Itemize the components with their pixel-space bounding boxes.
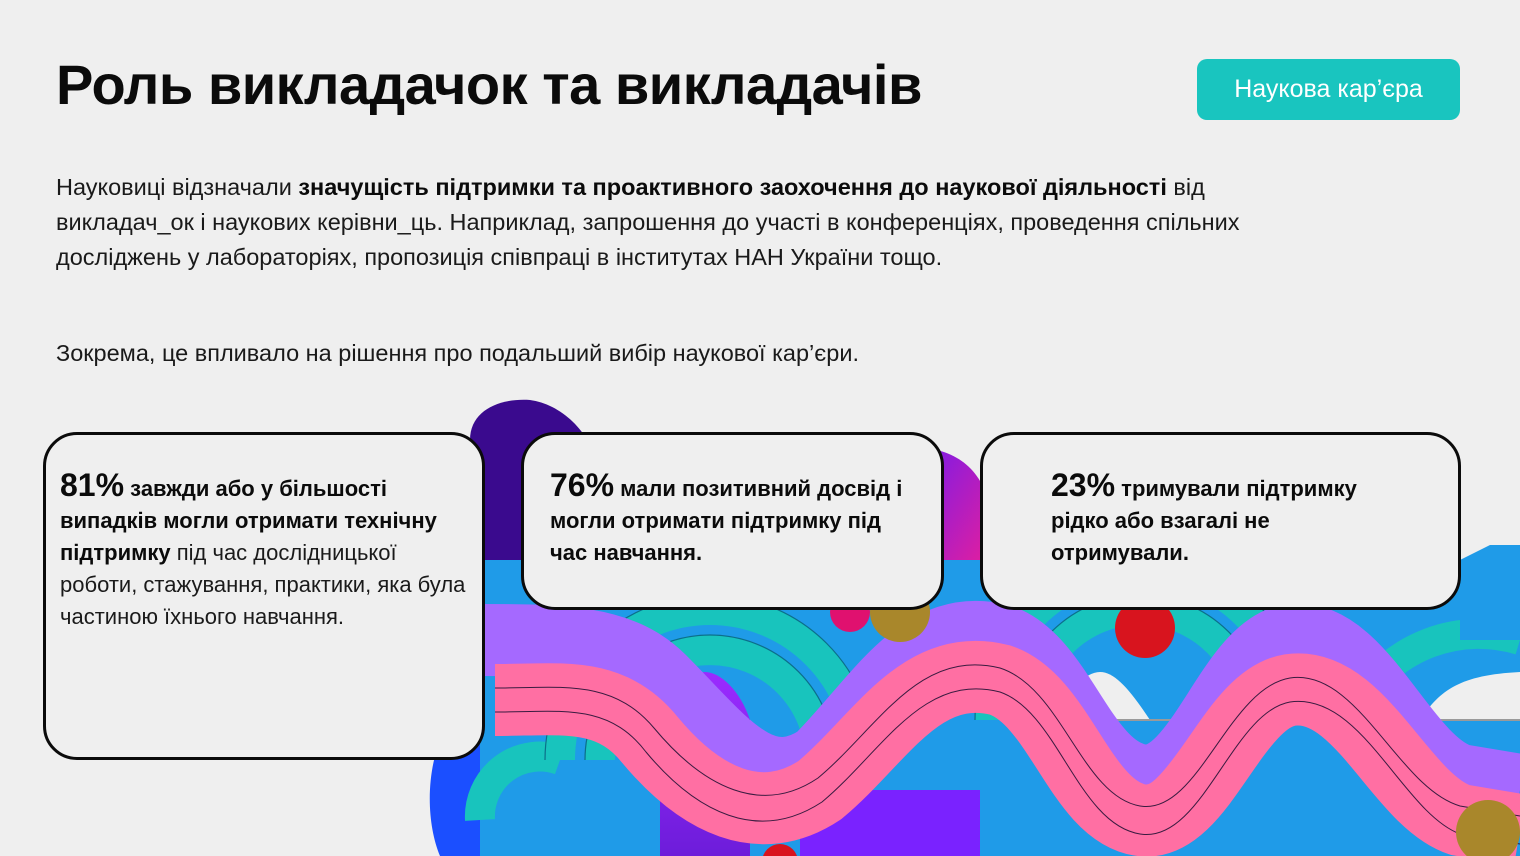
stat-card-76-text: 76% мали позитивний досвід і могли отрим… <box>550 469 917 569</box>
stat-percent: 81% <box>60 467 125 503</box>
stat-card-76: 76% мали позитивний досвід і могли отрим… <box>521 432 944 610</box>
stat-card-81-text: 81% завжди або у більшості випадків могл… <box>60 469 468 633</box>
intro-highlight: значущість підтримки та проактивного зао… <box>298 174 1167 200</box>
section-tag: Наукова кар’єра <box>1197 59 1460 120</box>
intro-conclusion: Зокрема, це впливало на рішення про пода… <box>56 340 859 366</box>
intro-start: Науковиці відзначали <box>56 174 299 200</box>
stat-highlight: тримували підтримку рідко або взагалі не… <box>1051 476 1357 565</box>
stat-card-81: 81% завжди або у більшості випадків могл… <box>43 432 485 760</box>
stat-highlight: завжди або у більшості випадків могли от… <box>60 476 437 565</box>
stat-highlight: мали позитивний досвід і могли отримати … <box>550 476 903 565</box>
stat-card-23-text: 23% тримували підтримку рідко або взагал… <box>1051 469 1368 569</box>
page-title: Роль викладачок та викладачів <box>56 53 922 116</box>
stat-percent: 23% <box>1051 467 1116 503</box>
intro-paragraph: Науковиці відзначали значущість підтримк… <box>56 170 1286 275</box>
intro-rest: від викладач_ок і наукових керівни_ць. Н… <box>56 174 1240 270</box>
stat-rest: під час дослідницької роботи, стажування… <box>60 540 466 629</box>
section-tag-label: Наукова кар’єра <box>1234 75 1423 103</box>
stat-card-23: 23% тримували підтримку рідко або взагал… <box>980 432 1461 610</box>
stat-percent: 76% <box>550 467 615 503</box>
